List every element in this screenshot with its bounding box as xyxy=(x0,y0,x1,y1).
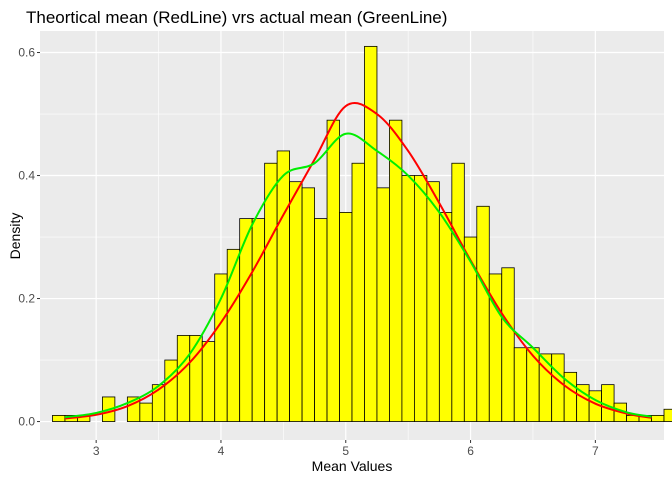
histogram-bar xyxy=(663,408,672,422)
histogram-bar xyxy=(176,335,191,422)
actual-density-line xyxy=(64,132,652,419)
histogram-bar xyxy=(476,205,490,422)
y-tick-label: 0.6 xyxy=(18,46,35,60)
x-tick-label: 4 xyxy=(218,444,225,458)
histogram-bar xyxy=(364,45,378,422)
histogram-bar xyxy=(651,414,665,422)
histogram-bar xyxy=(164,359,178,422)
histogram-bar xyxy=(201,341,216,422)
histogram-bar xyxy=(301,187,315,422)
x-tick-label: 6 xyxy=(467,444,474,458)
histogram-bars xyxy=(52,45,672,422)
histogram-bar xyxy=(413,175,428,422)
x-tick-label: 7 xyxy=(592,444,599,458)
histogram-bar xyxy=(339,212,353,422)
histogram-bar xyxy=(214,273,228,422)
histogram-bar xyxy=(526,347,540,422)
chart-title: Theortical mean (RedLine) vrs actual mea… xyxy=(26,8,447,27)
histogram-bar xyxy=(326,119,340,422)
density-lines xyxy=(64,102,652,420)
histogram-bar xyxy=(276,150,290,422)
histogram-bar xyxy=(52,414,66,422)
theoretical-density-line xyxy=(64,102,652,420)
x-tick-label: 5 xyxy=(342,444,349,458)
histogram-bar xyxy=(289,181,303,422)
histogram-bar xyxy=(438,212,453,422)
histogram-bar xyxy=(251,218,266,422)
x-axis-title: Mean Values xyxy=(312,458,393,474)
histogram-bar xyxy=(426,181,440,422)
histogram-bar xyxy=(551,353,565,422)
y-tick-label: 0.0 xyxy=(18,415,35,429)
histogram-bar xyxy=(264,162,278,422)
histogram-bar xyxy=(376,187,390,422)
x-tick-label: 3 xyxy=(93,444,100,458)
histogram-bar xyxy=(501,267,515,422)
histogram-bar xyxy=(463,236,478,422)
histogram-bar xyxy=(451,162,465,422)
histogram-bar xyxy=(401,175,415,422)
histogram-bar xyxy=(226,248,241,422)
histogram-bar xyxy=(351,162,365,422)
histogram-bar xyxy=(513,347,528,422)
histogram-bar xyxy=(189,335,203,422)
axis-ticks: 3 4 5 6 7 0.0 0.2 0.4 0.6 xyxy=(18,46,599,458)
histogram-bar xyxy=(139,402,153,422)
histogram-bar xyxy=(314,218,328,422)
y-tick-label: 0.4 xyxy=(18,169,35,183)
y-axis-title: Density xyxy=(7,213,23,260)
y-tick-label: 0.2 xyxy=(18,292,35,306)
